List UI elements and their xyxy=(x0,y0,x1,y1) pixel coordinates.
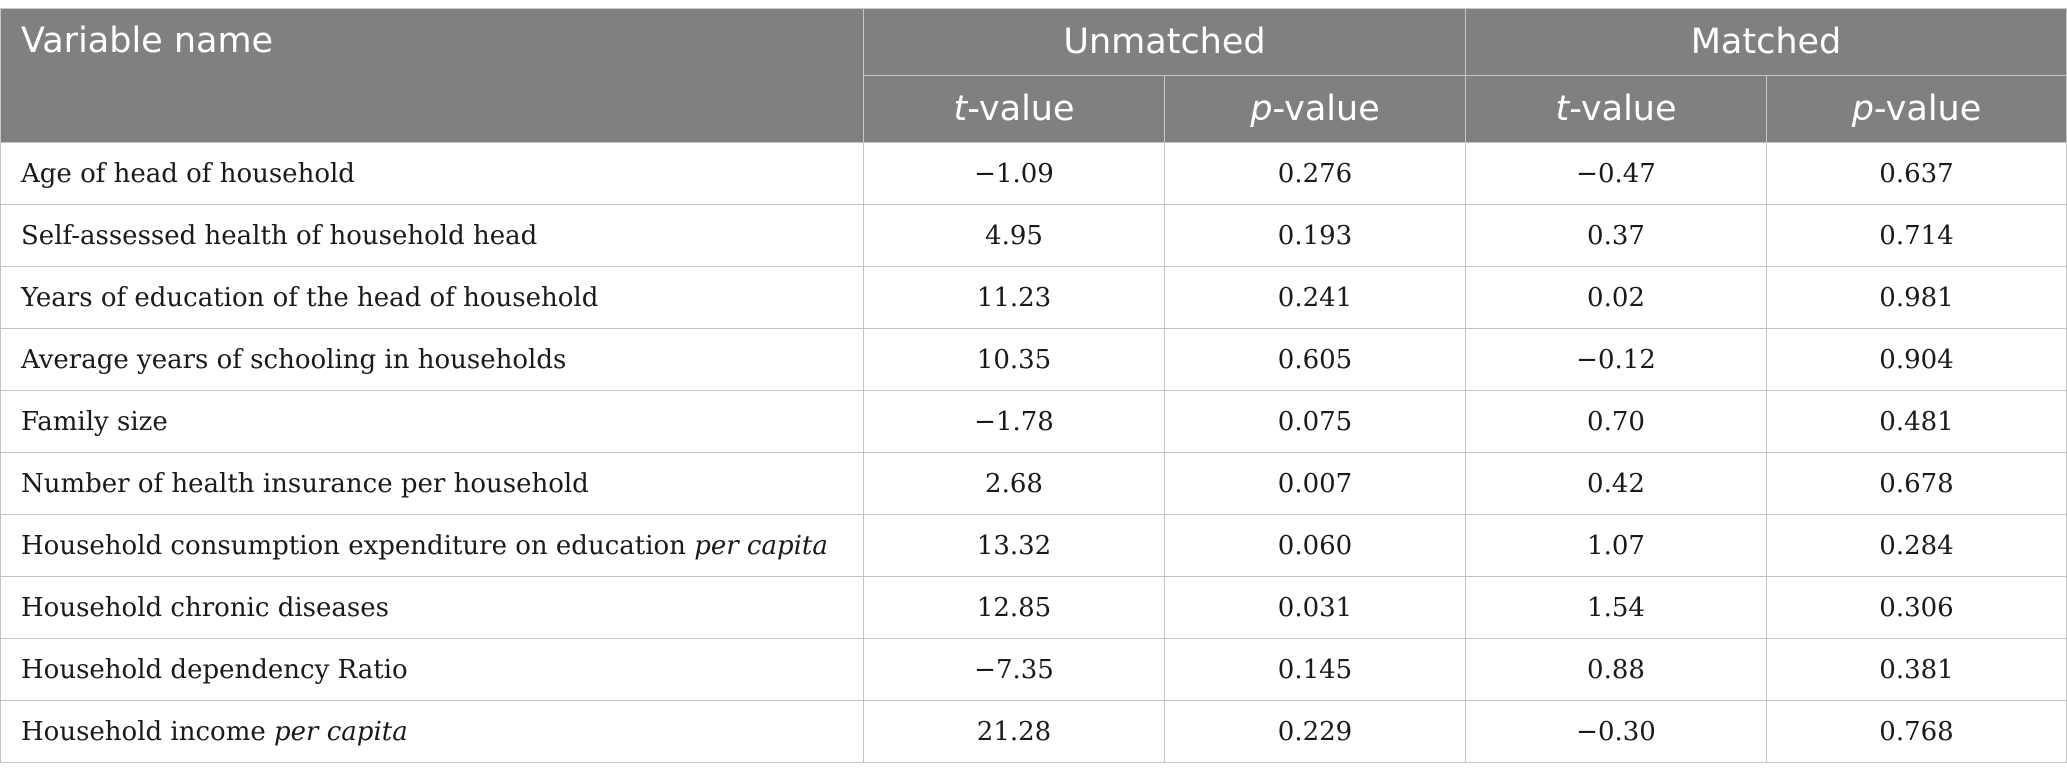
unmatched-p-value-cell: 0.229 xyxy=(1164,700,1466,763)
unmatched-t-value-cell: 11.23 xyxy=(863,266,1165,329)
variable-name-italic-text: per capita xyxy=(274,716,408,747)
matched-t-value-cell: 0.70 xyxy=(1465,390,1767,453)
matched-p-value-cell: 0.381 xyxy=(1765,638,2067,701)
variable-name-text: Average years of schooling in households xyxy=(21,344,567,375)
matched-t-value-cell: 1.54 xyxy=(1465,576,1767,639)
unmatched-t-value-cell: 10.35 xyxy=(863,328,1165,391)
matched-t-value-cell: −0.47 xyxy=(1465,142,1767,205)
matched-p-value-cell: 0.904 xyxy=(1765,328,2067,391)
unmatched-p-value-cell: 0.241 xyxy=(1164,266,1466,329)
unmatched-p-value-cell: 0.193 xyxy=(1164,204,1466,267)
table-row: Average years of schooling in households… xyxy=(0,328,2067,391)
variable-name-header: Variable name xyxy=(0,8,864,143)
matched-t-value-cell: −0.12 xyxy=(1465,328,1767,391)
matched-t-value-cell: 0.37 xyxy=(1465,204,1767,267)
unmatched-t-value-cell: −1.09 xyxy=(863,142,1165,205)
matched-p-value-cell: 0.678 xyxy=(1765,452,2067,515)
stat-letter: t xyxy=(953,89,968,129)
unmatched-t-value-cell: 2.68 xyxy=(863,452,1165,515)
table-row: Household income per capita 21.28 0.229 … xyxy=(0,700,2067,763)
matched-group-header: Matched xyxy=(1464,8,2067,76)
unmatched-p-value-cell: 0.145 xyxy=(1164,638,1466,701)
unmatched-t-value-cell: −1.78 xyxy=(863,390,1165,453)
table-header: Variable name Unmatched Matched t-value … xyxy=(0,8,2067,143)
stat-suffix: -value xyxy=(967,89,1075,129)
unmatched-p-value-cell: 0.075 xyxy=(1164,390,1466,453)
table-row: Household dependency Ratio −7.35 0.145 0… xyxy=(0,638,2067,701)
matched-p-value-cell: 0.284 xyxy=(1765,514,2067,577)
stat-suffix: -value xyxy=(1873,89,1982,129)
table-row: Family size −1.78 0.075 0.70 0.481 xyxy=(0,390,2067,453)
header-row-subcolumns: t-value p-value t-value p-value xyxy=(1,75,2067,143)
unmatched-t-value-cell: −7.35 xyxy=(863,638,1165,701)
table-row: Household consumption expenditure on edu… xyxy=(0,514,2067,577)
table-row: Number of health insurance per household… xyxy=(0,452,2067,515)
variable-name-text: Household dependency Ratio xyxy=(21,654,408,685)
variable-name-text: Years of education of the head of househ… xyxy=(21,282,599,313)
matched-t-value-cell: 1.07 xyxy=(1465,514,1767,577)
variable-name-cell: Household dependency Ratio xyxy=(0,638,864,701)
unmatched-t-value-cell: 4.95 xyxy=(863,204,1165,267)
unmatched-p-value-header: p-value xyxy=(1164,75,1466,143)
variable-name-italic-text: per capita xyxy=(694,530,828,561)
matched-p-value-cell: 0.481 xyxy=(1765,390,2067,453)
variable-name-text: Number of health insurance per household xyxy=(21,468,589,499)
unmatched-p-value-cell: 0.060 xyxy=(1164,514,1466,577)
unmatched-p-value-cell: 0.605 xyxy=(1164,328,1466,391)
table-body: Age of head of household −1.09 0.276 −0.… xyxy=(0,142,2067,763)
matched-p-value-cell: 0.714 xyxy=(1765,204,2067,267)
matched-p-value-cell: 0.637 xyxy=(1765,142,2067,205)
variable-name-text: Household income xyxy=(21,716,275,747)
variable-name-text: Self-assessed health of household head xyxy=(21,220,538,251)
matched-t-value-cell: −0.30 xyxy=(1465,700,1767,763)
stat-suffix: -value xyxy=(1569,89,1677,129)
unmatched-t-value-header: t-value xyxy=(863,75,1165,143)
variable-name-cell: Household income per capita xyxy=(0,700,864,763)
variable-name-cell: Household chronic diseases xyxy=(0,576,864,639)
table-row: Household chronic diseases 12.85 0.031 1… xyxy=(0,576,2067,639)
stat-letter: p xyxy=(1250,89,1273,129)
table-row: Age of head of household −1.09 0.276 −0.… xyxy=(0,142,2067,205)
unmatched-p-value-cell: 0.007 xyxy=(1164,452,1466,515)
variable-name-text: Family size xyxy=(21,406,168,437)
variable-name-text: Household chronic diseases xyxy=(21,592,389,623)
matched-p-value-cell: 0.768 xyxy=(1765,700,2067,763)
variable-name-text: Household consumption expenditure on edu… xyxy=(21,530,695,561)
matched-p-value-cell: 0.306 xyxy=(1765,576,2067,639)
stat-suffix: -value xyxy=(1272,89,1380,129)
variable-name-cell: Number of health insurance per household xyxy=(0,452,864,515)
matched-t-value-cell: 0.88 xyxy=(1465,638,1767,701)
variable-name-cell: Years of education of the head of househ… xyxy=(0,266,864,329)
variable-name-cell: Self-assessed health of household head xyxy=(0,204,864,267)
matched-t-value-header: t-value xyxy=(1465,75,1767,143)
matched-p-value-header: p-value xyxy=(1765,75,2067,143)
variable-name-cell: Family size xyxy=(0,390,864,453)
unmatched-t-value-cell: 21.28 xyxy=(863,700,1165,763)
unmatched-group-header: Unmatched xyxy=(863,8,1466,76)
header-row-groups: Variable name Unmatched Matched xyxy=(0,8,2067,143)
balance-test-table: Variable name Unmatched Matched t-value … xyxy=(0,8,2067,763)
matched-t-value-cell: 0.42 xyxy=(1465,452,1767,515)
variable-name-cell: Age of head of household xyxy=(0,142,864,205)
matched-p-value-cell: 0.981 xyxy=(1765,266,2067,329)
unmatched-t-value-cell: 13.32 xyxy=(863,514,1165,577)
unmatched-t-value-cell: 12.85 xyxy=(863,576,1165,639)
variable-name-cell: Household consumption expenditure on edu… xyxy=(0,514,864,577)
table-row: Years of education of the head of househ… xyxy=(0,266,2067,329)
variable-name-text: Age of head of household xyxy=(21,158,355,189)
matched-t-value-cell: 0.02 xyxy=(1465,266,1767,329)
table-row: Self-assessed health of household head 4… xyxy=(0,204,2067,267)
unmatched-p-value-cell: 0.031 xyxy=(1164,576,1466,639)
stat-letter: p xyxy=(1851,89,1874,129)
variable-name-cell: Average years of schooling in households xyxy=(0,328,864,391)
stat-letter: t xyxy=(1555,89,1570,129)
unmatched-p-value-cell: 0.276 xyxy=(1164,142,1466,205)
